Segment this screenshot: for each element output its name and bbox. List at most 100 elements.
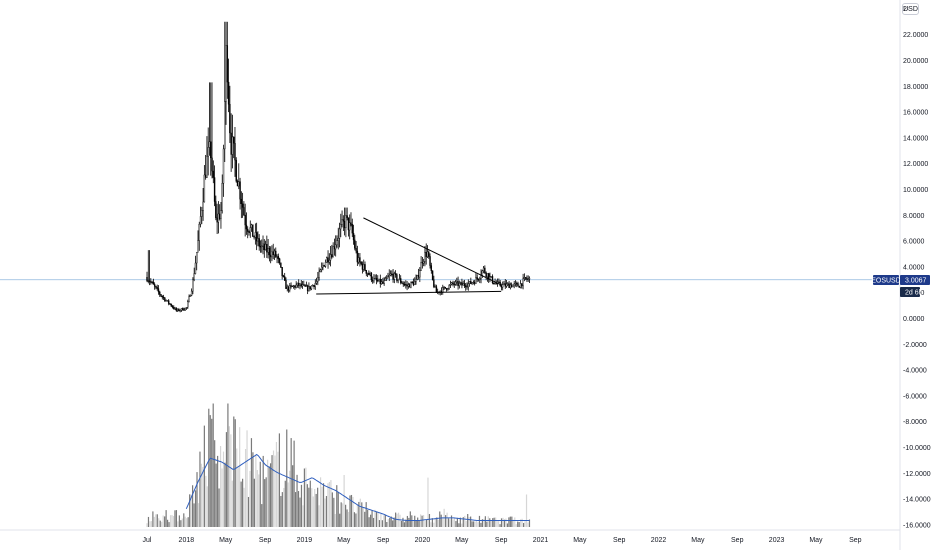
volume-bar — [375, 511, 378, 527]
candle-body — [277, 256, 280, 259]
volume-bar — [493, 517, 495, 527]
volume-bar — [414, 515, 416, 527]
volume-bar — [467, 514, 469, 527]
candle-body — [331, 254, 333, 258]
candle-body — [416, 275, 418, 280]
candle-body — [361, 263, 364, 270]
candle-body — [516, 283, 518, 285]
volume-bar — [305, 467, 307, 527]
candle-body — [262, 243, 264, 247]
candle-body — [180, 308, 183, 311]
currency-toggle-button[interactable]: USD — [902, 3, 919, 15]
volume-bar — [459, 517, 461, 527]
volume-bar — [269, 463, 272, 527]
volume-bar — [461, 523, 463, 527]
volume-bar — [306, 484, 308, 527]
volume-bar — [264, 479, 266, 527]
volume-bar — [303, 468, 306, 527]
descending-trendline[interactable] — [363, 217, 502, 286]
volume-bar — [405, 519, 407, 527]
price-axis-tick: -16.0000 — [903, 522, 931, 529]
volume-bar — [278, 433, 280, 527]
candle-body — [204, 174, 207, 178]
candle-body — [327, 257, 329, 263]
volume-bar — [315, 493, 317, 527]
candle-body — [259, 246, 262, 248]
candle-body — [364, 264, 366, 271]
price-axis-tick: 4.0000 — [903, 264, 925, 271]
candle-body — [220, 210, 222, 219]
volume-bar — [514, 517, 516, 527]
time-axis[interactable]: Jul 2018 May Sep 2019 May Sep 2020 May Sep 2021 May… — [143, 537, 862, 544]
candle-body — [419, 270, 421, 278]
volume-bar — [271, 455, 273, 527]
candle-body — [164, 297, 166, 301]
candle-body — [505, 283, 508, 287]
candle-body — [349, 222, 351, 231]
candle-body — [329, 254, 332, 261]
volume-bar — [274, 455, 276, 527]
volume-bar — [400, 520, 403, 527]
candle-body — [451, 282, 453, 285]
time-axis-tick: Sep — [495, 537, 508, 544]
volume-bar — [250, 438, 253, 527]
candle-body — [445, 288, 448, 290]
volume-bar — [280, 495, 282, 527]
candle-body — [275, 250, 277, 257]
candle-body — [345, 215, 347, 229]
volume-bar — [222, 451, 225, 527]
candle-body — [283, 276, 286, 281]
volume-bar — [152, 511, 154, 527]
time-axis-tick: May — [219, 537, 233, 544]
volume-bar — [464, 515, 466, 527]
candle-body — [281, 267, 283, 277]
candle-body — [206, 156, 208, 178]
volume-bar — [161, 521, 163, 527]
candle-body — [282, 275, 285, 277]
candle-body — [521, 283, 523, 286]
price-candles — [146, 21, 531, 313]
last-price-tag: EOSUSD 3.0067 2d 6h — [871, 275, 930, 297]
candle-body — [425, 252, 427, 257]
price-axis-tick: 20.0000 — [903, 58, 928, 65]
candle-body — [343, 221, 346, 229]
volume-moving-average-line — [185, 453, 530, 521]
volume-bar — [431, 518, 433, 527]
volume-bar — [355, 513, 357, 527]
volume-bar — [236, 448, 238, 527]
volume-bar — [352, 496, 354, 527]
candle-body — [215, 201, 217, 219]
price-axis-tick: 18.0000 — [903, 84, 928, 91]
candle-body — [517, 283, 519, 287]
candle-body — [150, 281, 152, 283]
candle-body — [324, 262, 327, 267]
price-axis-tick: 16.0000 — [903, 110, 928, 117]
volume-bar — [497, 521, 500, 527]
price-axis-tick: 22.0000 — [903, 32, 928, 39]
volume-bar — [434, 517, 436, 527]
volume-bar — [377, 512, 379, 527]
candle-body — [374, 278, 376, 280]
candle-body — [159, 291, 161, 295]
candle-body — [387, 276, 389, 279]
volume-bar — [319, 477, 322, 527]
candle-body — [261, 245, 263, 247]
volume-bars — [146, 403, 531, 527]
volume-bar — [212, 403, 214, 527]
price-tag-symbol: EOSUSD — [871, 278, 901, 285]
support-trendline[interactable] — [316, 290, 502, 295]
price-axis-tick: -14.0000 — [903, 497, 931, 504]
candle-body — [268, 248, 271, 256]
volume-bar — [337, 492, 339, 527]
volume-bar — [346, 509, 348, 527]
volume-bar — [411, 515, 413, 527]
candle-body — [498, 281, 500, 283]
volume-bar — [362, 507, 364, 527]
candle-body — [490, 276, 492, 278]
volume-bar — [169, 515, 172, 527]
time-axis-tick: May — [809, 537, 823, 544]
volume-bar — [396, 513, 398, 527]
volume-bar — [292, 465, 294, 527]
candle-body — [389, 273, 392, 276]
